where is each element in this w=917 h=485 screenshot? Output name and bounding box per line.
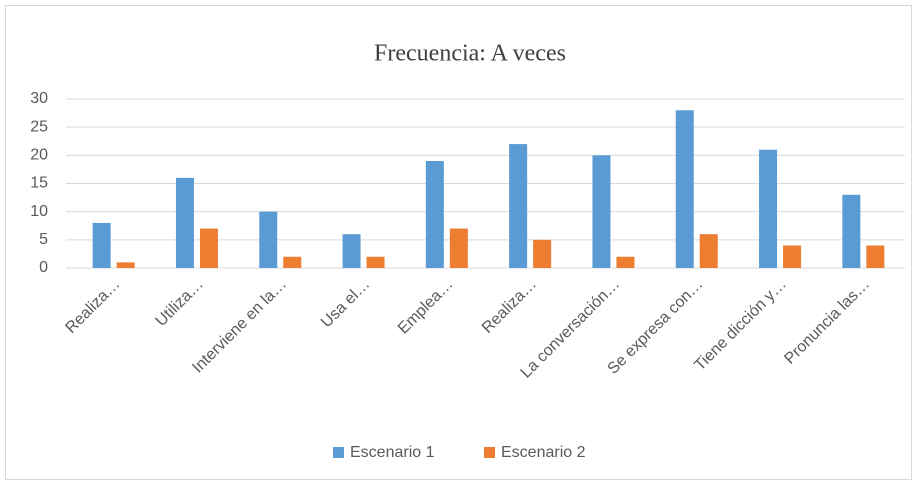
- bar: [366, 256, 385, 268]
- chart-title: Frecuencia: A veces: [374, 41, 566, 67]
- y-tick-label: 15: [30, 175, 48, 192]
- legend-swatch: [484, 447, 495, 458]
- y-tick-label: 5: [39, 231, 48, 248]
- bar: [533, 239, 552, 268]
- bar: [759, 149, 778, 268]
- bar: [509, 144, 528, 268]
- bar: [259, 211, 278, 268]
- y-tick-label: 25: [30, 118, 48, 135]
- legend-swatch: [333, 447, 344, 458]
- bar: [842, 194, 861, 268]
- y-tick-label: 20: [30, 147, 48, 164]
- bar: [342, 234, 361, 268]
- y-tick-label: 30: [30, 90, 48, 107]
- bar: [866, 245, 885, 268]
- bar: [592, 155, 611, 268]
- bar: [449, 228, 468, 268]
- y-tick-label: 0: [39, 259, 48, 276]
- bar: [92, 222, 111, 268]
- bar: [175, 177, 194, 268]
- legend-label: Escenario 1: [350, 444, 435, 461]
- bar: [675, 110, 694, 269]
- bar: [283, 256, 302, 268]
- bar: [199, 228, 218, 268]
- bar: [783, 245, 802, 268]
- bar: [616, 256, 635, 268]
- y-tick-label: 10: [30, 203, 48, 220]
- legend-label: Escenario 2: [501, 444, 586, 461]
- bar: [116, 262, 135, 268]
- bar: [699, 234, 718, 268]
- bar: [425, 160, 444, 268]
